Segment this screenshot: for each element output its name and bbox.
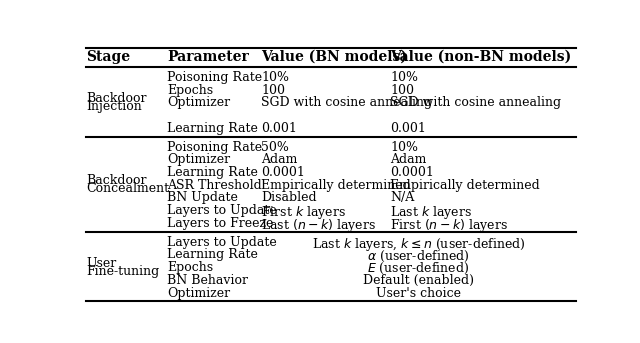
Text: Stage: Stage bbox=[86, 50, 130, 64]
Text: Backdoor: Backdoor bbox=[86, 92, 147, 105]
Text: Learning Rate: Learning Rate bbox=[167, 122, 258, 135]
Text: 0.001: 0.001 bbox=[261, 122, 297, 135]
Text: Poisoning Rate: Poisoning Rate bbox=[167, 141, 262, 154]
Text: 100: 100 bbox=[390, 84, 414, 97]
Text: Parameter: Parameter bbox=[167, 50, 248, 64]
Text: Backdoor: Backdoor bbox=[86, 174, 147, 187]
Text: 0.0001: 0.0001 bbox=[261, 166, 305, 179]
Text: 0.001: 0.001 bbox=[390, 122, 426, 135]
Text: Optimizer: Optimizer bbox=[167, 286, 230, 299]
Text: N/A: N/A bbox=[390, 191, 414, 204]
Text: $E$ (user-defined): $E$ (user-defined) bbox=[367, 261, 470, 276]
Text: Concealment: Concealment bbox=[86, 182, 169, 195]
Text: Empirically determined: Empirically determined bbox=[261, 179, 411, 192]
Text: Empirically determined: Empirically determined bbox=[390, 179, 540, 192]
Text: ASR Threshold: ASR Threshold bbox=[167, 179, 262, 192]
Text: Last $k$ layers: Last $k$ layers bbox=[390, 204, 472, 221]
Text: Optimizer: Optimizer bbox=[167, 153, 230, 166]
Text: SGD with cosine annealing: SGD with cosine annealing bbox=[390, 96, 561, 109]
Text: 10%: 10% bbox=[261, 71, 289, 84]
Text: BN Behavior: BN Behavior bbox=[167, 274, 248, 287]
Text: Epochs: Epochs bbox=[167, 261, 213, 274]
Text: BN Update: BN Update bbox=[167, 191, 237, 204]
Text: 10%: 10% bbox=[390, 141, 418, 154]
Text: Layers to Update: Layers to Update bbox=[167, 236, 276, 249]
Text: Learning Rate: Learning Rate bbox=[167, 166, 258, 179]
Text: Epochs: Epochs bbox=[167, 84, 213, 97]
Text: User's choice: User's choice bbox=[376, 286, 461, 299]
Text: 100: 100 bbox=[261, 84, 285, 97]
Text: User: User bbox=[86, 257, 116, 270]
Text: Value (BN models): Value (BN models) bbox=[261, 50, 407, 64]
Text: Injection: Injection bbox=[86, 100, 141, 113]
Text: Adam: Adam bbox=[261, 153, 298, 166]
Text: 0.0001: 0.0001 bbox=[390, 166, 434, 179]
Text: Last $(n-k)$ layers: Last $(n-k)$ layers bbox=[261, 217, 376, 234]
Text: Value (non-BN models): Value (non-BN models) bbox=[390, 50, 572, 64]
Text: 50%: 50% bbox=[261, 141, 289, 154]
Text: Learning Rate: Learning Rate bbox=[167, 248, 258, 261]
Text: First $(n-k)$ layers: First $(n-k)$ layers bbox=[390, 217, 508, 234]
Text: Poisoning Rate: Poisoning Rate bbox=[167, 71, 262, 84]
Text: Layers to Update: Layers to Update bbox=[167, 204, 276, 217]
Text: $\alpha$ (user-defined): $\alpha$ (user-defined) bbox=[367, 248, 470, 263]
Text: Layers to Freeze: Layers to Freeze bbox=[167, 217, 273, 230]
Text: Last $k$ layers, $k \leq n$ (user-defined): Last $k$ layers, $k \leq n$ (user-define… bbox=[312, 236, 525, 253]
Text: Adam: Adam bbox=[390, 153, 426, 166]
Text: Fine-tuning: Fine-tuning bbox=[86, 265, 159, 278]
Text: SGD with cosine annealing: SGD with cosine annealing bbox=[261, 96, 432, 109]
Text: 10%: 10% bbox=[390, 71, 418, 84]
Text: First $k$ layers: First $k$ layers bbox=[261, 204, 346, 221]
Text: Disabled: Disabled bbox=[261, 191, 317, 204]
Text: Default (enabled): Default (enabled) bbox=[363, 274, 474, 287]
Text: Optimizer: Optimizer bbox=[167, 96, 230, 109]
